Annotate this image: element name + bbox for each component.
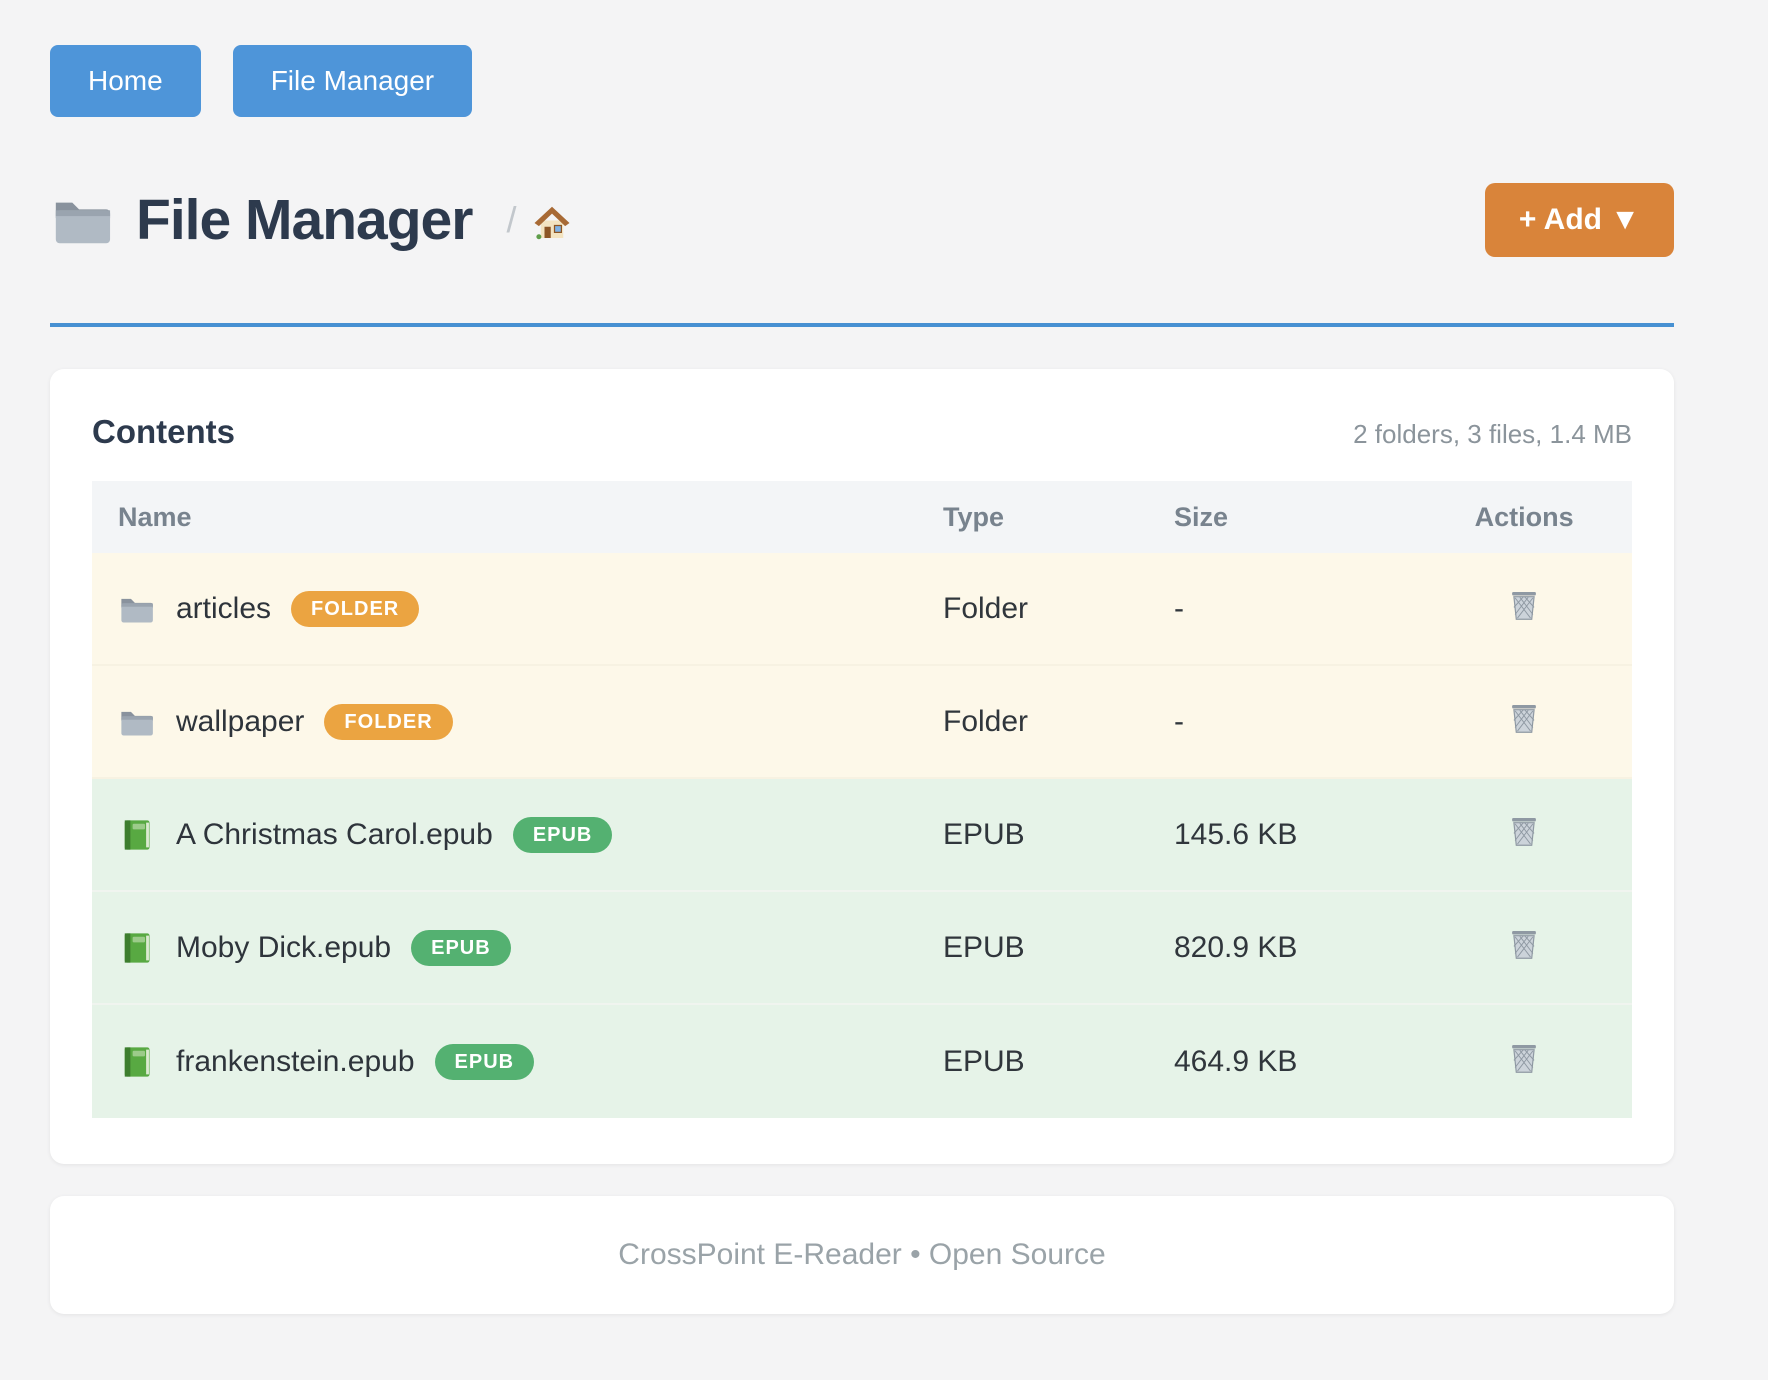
footer-text: CrossPoint E-Reader • Open Source <box>618 1238 1106 1272</box>
add-button[interactable]: + Add ▼ <box>1484 183 1674 258</box>
file-type: Folder <box>943 704 1029 738</box>
file-size: 820.9 KB <box>1174 930 1298 964</box>
green-book-icon <box>118 930 154 966</box>
actions-cell <box>1416 698 1632 746</box>
table-row: articles FOLDER Folder - <box>92 553 1632 667</box>
file-type: EPUB <box>943 817 1025 851</box>
actions-cell <box>1416 1038 1632 1086</box>
nav-file-manager-button[interactable]: File Manager <box>232 45 473 118</box>
green-book-icon <box>118 817 154 853</box>
trash-icon <box>1511 704 1537 734</box>
folder-icon <box>118 704 154 740</box>
name-cell: wallpaper FOLDER <box>92 703 939 740</box>
file-name[interactable]: articles <box>176 591 272 625</box>
folder-icon <box>50 189 112 251</box>
trash-icon <box>1511 817 1537 847</box>
contents-card: Contents 2 folders, 3 files, 1.4 MB Name… <box>50 369 1674 1165</box>
folder-icon <box>118 591 154 627</box>
file-size: 464.9 KB <box>1174 1044 1298 1078</box>
footer: CrossPoint E-Reader • Open Source <box>50 1196 1674 1315</box>
name-cell: A Christmas Carol.epub EPUB <box>92 816 939 853</box>
file-type: Folder <box>943 591 1029 625</box>
green-book-icon <box>118 1044 154 1080</box>
file-type: EPUB <box>943 1044 1025 1078</box>
breadcrumb-separator: / <box>506 199 517 241</box>
file-manager-page: Home File Manager File Manager / + Add ▼… <box>50 0 1674 1315</box>
nav-home-button[interactable]: Home <box>50 45 201 118</box>
name-cell: frankenstein.epub EPUB <box>92 1043 939 1080</box>
folder-badge: FOLDER <box>324 703 453 740</box>
epub-badge: EPUB <box>512 816 613 853</box>
home-icon[interactable] <box>532 203 572 243</box>
trash-icon <box>1511 1044 1537 1074</box>
column-header-actions: Actions <box>1474 501 1574 532</box>
file-size: 145.6 KB <box>1174 817 1298 851</box>
name-cell: articles FOLDER <box>92 590 939 627</box>
table-header-row: Name Type Size Actions <box>92 481 1632 554</box>
file-name[interactable]: frankenstein.epub <box>176 1044 415 1078</box>
file-size: - <box>1174 704 1184 738</box>
file-type: EPUB <box>943 930 1025 964</box>
actions-cell <box>1416 811 1632 859</box>
trash-icon <box>1511 930 1537 960</box>
name-cell: Moby Dick.epub EPUB <box>92 929 939 966</box>
trash-icon <box>1511 591 1537 621</box>
page-title: File Manager <box>136 188 473 253</box>
table-row: Moby Dick.epub EPUB EPUB 820.9 KB <box>92 892 1632 1006</box>
column-header-size: Size <box>1174 501 1229 532</box>
column-header-type: Type <box>943 501 1005 532</box>
delete-button[interactable] <box>1502 1038 1546 1082</box>
delete-button[interactable] <box>1502 811 1546 855</box>
folder-badge: FOLDER <box>291 590 420 627</box>
delete-button[interactable] <box>1502 698 1546 742</box>
column-header-name: Name <box>118 501 192 532</box>
contents-heading: Contents <box>92 413 235 451</box>
table-row: wallpaper FOLDER Folder - <box>92 666 1632 780</box>
delete-button[interactable] <box>1502 924 1546 968</box>
table-row: A Christmas Carol.epub EPUB EPUB 145.6 K… <box>92 779 1632 893</box>
delete-button[interactable] <box>1502 585 1546 629</box>
file-table: Name Type Size Actions articles FOLDER F… <box>92 481 1632 1119</box>
contents-card-header: Contents 2 folders, 3 files, 1.4 MB <box>92 413 1632 451</box>
header-divider <box>50 323 1674 328</box>
epub-badge: EPUB <box>434 1043 535 1080</box>
table-row: frankenstein.epub EPUB EPUB 464.9 KB <box>92 1005 1632 1119</box>
file-name[interactable]: Moby Dick.epub <box>176 930 392 964</box>
page-header: File Manager / + Add ▼ <box>50 183 1674 258</box>
top-nav: Home File Manager <box>50 45 1674 118</box>
file-size: - <box>1174 591 1184 625</box>
epub-badge: EPUB <box>411 929 511 966</box>
actions-cell <box>1416 924 1632 972</box>
file-name[interactable]: A Christmas Carol.epub <box>176 817 493 851</box>
page-title-group: File Manager / <box>50 187 572 253</box>
contents-summary: 2 folders, 3 files, 1.4 MB <box>1353 419 1632 450</box>
file-name[interactable]: wallpaper <box>176 704 305 738</box>
actions-cell <box>1416 585 1632 633</box>
